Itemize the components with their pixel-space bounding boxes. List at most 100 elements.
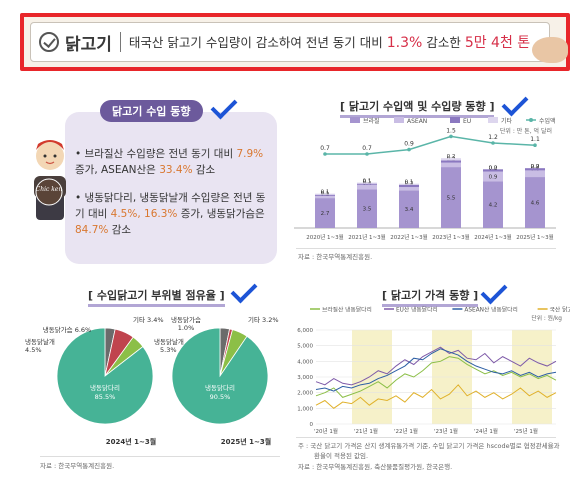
category-title: 닭고기 — [65, 34, 112, 55]
chicken-mascot: Chic ken — [34, 140, 66, 220]
bullet-1-text-b: 증가, ASEAN산은 — [75, 164, 160, 176]
bar-data-label: 0.1 — [405, 180, 414, 186]
x-tick-label: 2022년 1~3월 — [390, 233, 427, 241]
pie-slice — [171, 327, 269, 425]
bullet-1: • 브라질산 수입량은 전년 동기 대비 7.9% 증가, ASEAN산은 33… — [75, 146, 275, 178]
header-banner: 닭고기 태국산 닭고기 수입량이 감소하여 전년 동기 대비 1.3% 감소한 … — [20, 13, 570, 71]
bar-segment — [399, 183, 419, 185]
chicken-leg-icon — [532, 37, 568, 63]
import-chart-title: [ 닭고기 수입액 및 수입량 동향 ] — [340, 98, 495, 118]
bar-data-label: 0.0 — [489, 165, 498, 171]
line-series-import-value — [325, 135, 536, 155]
y-tick-label: 1,000 — [297, 406, 313, 412]
line-point — [407, 147, 411, 152]
price-note-1: 주 : 국산 닭고기 가격은 산지 생계유통가격 기준, 수입 닭고기 가격은 … — [298, 442, 560, 450]
x-tick-label: '24년 1월 — [474, 427, 498, 435]
bar-data-label: 0.2 — [531, 164, 540, 170]
price-line-chart: 브라질산 냉동닭다리 EU산 냉동닭다리 ASEAN산 냉동닭다리 국산 닭고기단위 … — [297, 306, 570, 436]
legend-swatch — [450, 117, 460, 123]
bullet-2-text-b: 증가, 냉동닭가슴은 — [177, 208, 265, 220]
bullet-1-value-b: 33.4% — [159, 164, 193, 176]
mascot-text: Chic ken — [36, 186, 63, 193]
price-line-series — [315, 384, 557, 409]
line-data-label: 0.7 — [320, 145, 330, 152]
import-summary-box — [65, 112, 277, 264]
x-tick-label: 2025년 1~3월 — [516, 233, 553, 241]
divider — [296, 437, 556, 438]
y-tick-label: 4,000 — [297, 359, 313, 365]
bullet-1-value-a: 7.9% — [236, 148, 264, 160]
pie-value: 90.5% — [210, 393, 231, 401]
bar-segment — [483, 169, 503, 172]
import-section-title: 닭고기 수입 동향 — [100, 100, 203, 122]
legend-label: 브라질산 냉동닭다리 — [322, 306, 372, 314]
bullet-1-text-a: • 브라질산 수입량은 전년 동기 대비 — [75, 148, 237, 160]
bar-segment — [357, 189, 377, 228]
pie-caption: 2024년 1~3월 — [106, 437, 156, 446]
x-tick-label: '22년 1월 — [394, 427, 418, 435]
headline-amount: 5만 4천 톤 — [464, 35, 531, 51]
share-title: [ 수입닭고기 부위별 점유율 ] — [88, 287, 225, 307]
bar-segment — [315, 198, 335, 228]
price-unit: 단위 : 원/kg — [531, 314, 562, 322]
pie-outside-label: 냉동닭날개 — [25, 337, 55, 346]
line-data-label: 0.7 — [362, 145, 372, 152]
y-tick-label: 2,000 — [297, 391, 313, 397]
bar-segment — [357, 183, 377, 185]
divider — [296, 248, 556, 249]
price-line-series — [315, 356, 557, 398]
bar-segment — [315, 193, 335, 195]
bullet-1-text-c: 감소 — [192, 164, 216, 176]
legend-label: 국산 닭고기 — [550, 306, 570, 314]
pie-outside-label: 냉동닭가슴 — [171, 315, 201, 324]
checkmark-icon — [230, 276, 258, 304]
checkmark-icon — [501, 89, 529, 117]
bar-data-label: 3.4 — [405, 207, 414, 213]
checkmark-icon — [480, 277, 508, 305]
bullet-2-value-a: 4.5%, 16.3% — [110, 208, 178, 220]
headline-prefix: 태국산 닭고기 수입량이 감소하여 전년 동기 대비 — [128, 35, 383, 50]
bar-data-label: 4.2 — [489, 203, 498, 209]
x-tick-label: '21년 1월 — [354, 427, 378, 435]
header-title-box: 닭고기 태국산 닭고기 수입량이 감소하여 전년 동기 대비 1.3% 감소한 … — [30, 22, 550, 62]
line-point — [533, 143, 537, 147]
legend-swatch — [488, 117, 498, 123]
legend-label: 브라질 — [363, 117, 380, 125]
share-source: 자료 : 한국무역통계진흥원. — [40, 462, 115, 470]
legend-swatch — [394, 117, 404, 123]
bar-data-label: 0.2 — [447, 154, 456, 160]
legend-label: 수입액 — [539, 117, 556, 125]
bar-data-label: 2.7 — [321, 211, 330, 217]
line-data-label: 1.5 — [446, 127, 456, 134]
import-chart-source: 자료 : 한국무역통계진흥원. — [298, 253, 373, 261]
pie-outside-label: 기타 3.4% — [133, 315, 164, 324]
x-tick-label: 2024년 1~3월 — [474, 233, 511, 241]
bar-segment — [315, 194, 335, 196]
bar-segment — [441, 160, 461, 163]
x-tick-label: '20년 1월 — [314, 427, 338, 435]
bar-data-label: 0.2 — [489, 165, 498, 171]
bar-segment — [525, 168, 545, 171]
bar-data-label: 0.9 — [489, 174, 498, 180]
line-point — [323, 152, 327, 156]
pie-slice — [56, 327, 154, 425]
pie-caption: 2025년 1~3월 — [221, 437, 271, 446]
bar-data-label: 3.5 — [363, 207, 372, 213]
bar-segment — [315, 195, 335, 199]
legend-swatch — [529, 118, 533, 122]
line-point — [449, 134, 453, 139]
pie-outside-label: 냉동닭가슴 6.6% — [43, 325, 91, 334]
pie-label: 냉동닭다리 — [90, 383, 120, 392]
bar-data-label: 4.6 — [531, 201, 540, 207]
divider — [40, 456, 280, 457]
bar-segment — [441, 162, 461, 168]
x-tick-label: 2020년 1~3월 — [306, 233, 343, 241]
legend-label: ASEAN산 냉동닭다리 — [464, 306, 517, 314]
price-line-series — [315, 346, 557, 386]
bullet-2-value-b: 84.7% — [75, 224, 109, 236]
bar-segment — [441, 158, 461, 161]
pie-outside-value: 1.0% — [178, 324, 195, 332]
